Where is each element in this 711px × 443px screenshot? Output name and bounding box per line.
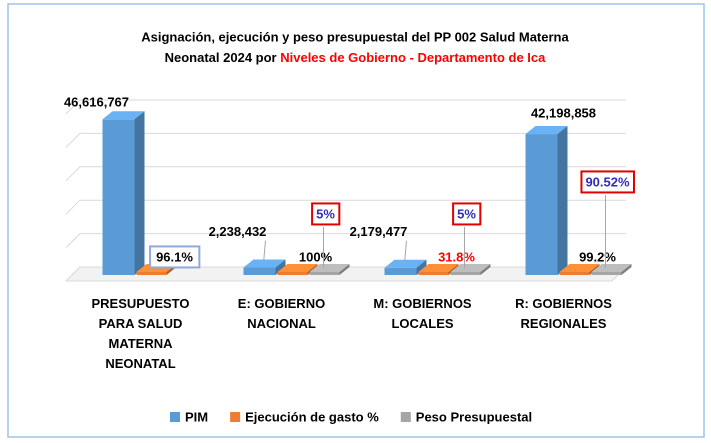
bar-top: [309, 264, 350, 272]
data-label: 90.52%: [585, 174, 630, 189]
bar-front: [559, 272, 590, 275]
legend-swatch: [400, 412, 411, 422]
x-tick-label: E: GOBIERNO NACIONAL: [238, 296, 325, 331]
bar-side: [416, 259, 427, 275]
legend-label: Ejecución de gasto %: [245, 409, 379, 424]
x-tick-label: M: GOBIERNOS LOCALES: [373, 296, 472, 331]
bar-side: [557, 126, 568, 275]
label-box: [149, 245, 201, 269]
legend-swatch: [230, 412, 241, 422]
bar-front: [243, 267, 276, 275]
bar-front: [450, 272, 481, 275]
bar-top: [243, 259, 286, 268]
bar: [384, 259, 427, 275]
label-box: [580, 170, 635, 194]
bar: [450, 264, 491, 275]
label-box: [311, 202, 341, 226]
chart-title: Asignación, ejecución y peso presupuesta…: [141, 29, 569, 44]
grid-line: [65, 166, 626, 182]
bar-top: [559, 264, 600, 272]
bar-top: [525, 126, 568, 135]
bar-top: [450, 264, 491, 272]
x-tick-label-line: R: GOBIERNOS: [515, 296, 612, 311]
data-label: 5%: [316, 206, 335, 221]
bar-front: [277, 272, 308, 275]
bar-side: [339, 264, 350, 275]
data-label: 100%: [299, 249, 333, 264]
bar-top: [102, 111, 145, 120]
x-tick-label-line: NEONATAL: [105, 356, 175, 371]
bar: [243, 259, 286, 275]
bar-front: [525, 134, 558, 275]
data-label: 99.2%: [579, 249, 616, 264]
bar-side: [621, 264, 632, 275]
bar-front: [309, 272, 340, 275]
bar-front: [102, 119, 135, 276]
x-tick-label: PRESUPUESTO PARA SALUD MATERNA NEONATAL: [91, 296, 189, 371]
x-tick-label-line: PRESUPUESTO: [91, 296, 189, 311]
chart-title-part: Neonatal 2024 por: [165, 50, 281, 65]
data-label: 31.8%: [438, 249, 475, 264]
grid-line: [65, 132, 626, 148]
data-label: 42,198,858: [531, 105, 596, 120]
x-tick-label-line: REGIONALES: [521, 316, 607, 331]
x-tick-label-line: LOCALES: [391, 316, 453, 331]
x-tick-label-line: E: GOBIERNO: [238, 296, 325, 311]
leader-line: [404, 240, 407, 264]
grid-line: [65, 233, 626, 248]
bar-front: [384, 267, 417, 275]
legend-label: PIM: [185, 409, 208, 424]
chart-title-line2: Neonatal 2024 por Niveles de Gobierno - …: [165, 50, 547, 65]
legend-swatch: [170, 412, 180, 422]
x-tick-label-line: M: GOBIERNOS: [373, 296, 472, 311]
grid-line: [65, 199, 626, 215]
bar-top: [384, 259, 427, 268]
bar-front: [591, 272, 622, 275]
data-label: 2,179,477: [350, 224, 408, 239]
bar-side: [134, 111, 145, 276]
bar: [525, 126, 568, 275]
bar: [591, 264, 632, 275]
legend-label: Peso Presupuestal: [416, 409, 532, 424]
bar-side: [275, 259, 286, 275]
bar-front: [418, 272, 449, 275]
data-label: 2,238,432: [209, 224, 267, 239]
x-tick-label-line: NACIONAL: [247, 316, 316, 331]
data-label: 46,616,767: [64, 95, 129, 110]
bar-top: [591, 264, 632, 272]
x-tick-label: R: GOBIERNOS REGIONALES: [515, 296, 612, 331]
bar: [102, 111, 145, 276]
bar-front: [136, 272, 167, 275]
x-tick-label-line: MATERNA: [108, 336, 173, 351]
chart-title-highlight: Niveles de Gobierno - Departamento de Ic…: [280, 50, 546, 65]
x-tick-label-line: PARA SALUD: [99, 316, 183, 331]
bar-side: [480, 264, 491, 275]
grid-line: [65, 99, 626, 115]
data-label: 5%: [457, 206, 476, 221]
leader-line: [263, 240, 266, 264]
data-label: 96.1%: [156, 249, 193, 264]
label-box: [452, 202, 482, 226]
bar-top: [277, 264, 318, 272]
bar: [309, 264, 350, 275]
bar-top: [418, 264, 459, 272]
